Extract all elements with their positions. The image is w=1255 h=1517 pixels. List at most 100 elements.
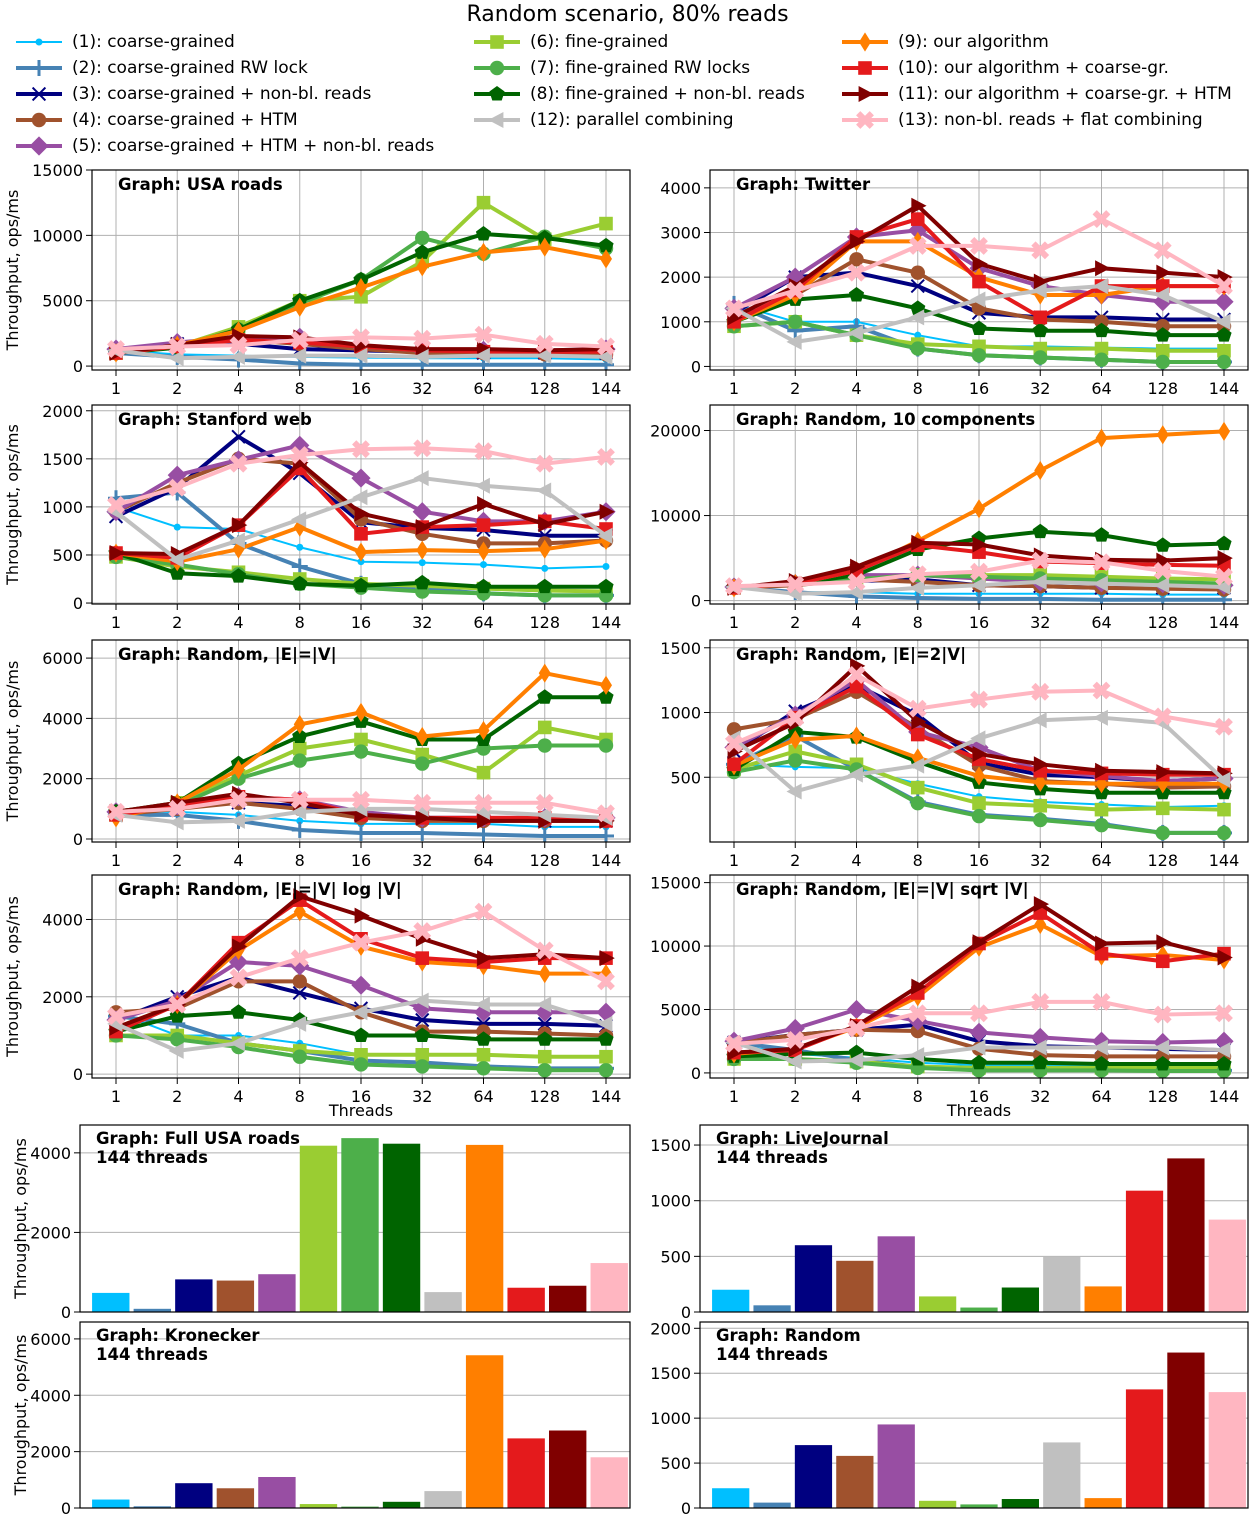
data-point-10 (910, 212, 925, 226)
data-point-8 (1032, 523, 1048, 539)
plot-frame (699, 1124, 1249, 1313)
y-tick-label: 2000 (650, 1319, 691, 1338)
data-point-12 (352, 347, 368, 364)
y-tick-label: 2000 (30, 1223, 71, 1242)
data-point-9 (1218, 421, 1230, 441)
data-point-12 (908, 1047, 925, 1064)
data-point-13 (413, 329, 432, 348)
data-point-12 (1031, 282, 1047, 299)
data-point-12 (290, 347, 307, 364)
x-tick-label: 64 (1091, 1087, 1111, 1106)
data-point-9 (538, 237, 551, 257)
data-point-12 (1092, 709, 1108, 726)
y-tick-label: 4000 (42, 709, 83, 728)
bar-11 (549, 1430, 587, 1508)
legend-swatch (16, 38, 62, 46)
data-point-12 (1092, 1039, 1108, 1056)
plot-frame (709, 169, 1249, 371)
data-point-12 (597, 527, 613, 544)
data-point-12 (1215, 771, 1231, 788)
data-point-13 (970, 690, 988, 709)
x-tick-label: 128 (529, 851, 560, 870)
data-point-12 (474, 477, 490, 494)
x-tick-label: 144 (1209, 613, 1240, 632)
data-point-6 (537, 720, 552, 735)
panel-title: Graph: Random, |E|=|V| log |V| (118, 880, 402, 900)
legend-swatch (842, 32, 888, 52)
data-point-13 (1153, 707, 1172, 726)
data-point-13 (725, 577, 743, 596)
data-point-9 (416, 726, 429, 747)
data-point-13 (1215, 277, 1233, 295)
data-point-13 (352, 790, 370, 809)
y-tick-label: 0 (61, 1499, 71, 1517)
data-point-7 (1033, 812, 1048, 828)
x-tick-label: 4 (851, 1087, 861, 1106)
data-point-12 (229, 812, 245, 829)
line-chart-panel: 0 5000 10000 15000 1 2 4 8 16 32 64 128 144 Graph: US… (3, 161, 631, 398)
data-point-5 (412, 998, 432, 1018)
y-tick-label: 15000 (32, 161, 83, 180)
x-tick-label: 144 (1209, 851, 1240, 870)
panel-title: Graph: LiveJournal (716, 1129, 889, 1148)
data-point-2 (909, 590, 926, 604)
data-point-13 (168, 995, 187, 1014)
data-point-13 (1092, 210, 1111, 229)
data-point-9 (293, 902, 306, 922)
legend-swatch (16, 60, 62, 76)
x-tick-label: 8 (295, 851, 305, 870)
line-chart-panel: 0 2000 4000 1 2 4 8 16 32 64 128 144 Graph: Random, … (3, 874, 631, 1120)
plot-frame (709, 404, 1249, 605)
data-point-7 (971, 348, 987, 363)
data-point-12 (847, 324, 863, 341)
data-point-13 (847, 666, 866, 684)
legend-swatch (16, 136, 62, 156)
data-point-6 (1155, 801, 1170, 816)
data-point-12 (290, 803, 307, 820)
data-point-5 (846, 999, 867, 1020)
y-tick-label: 2000 (42, 402, 83, 421)
data-point-8 (848, 287, 865, 302)
bar-12 (1043, 1256, 1081, 1312)
x-tick-label: 4 (233, 613, 243, 632)
data-point-13 (597, 337, 615, 356)
data-point-8 (1216, 535, 1232, 551)
y-tick-label: 10000 (650, 937, 701, 956)
legend-label: (1): coarse-grained (72, 32, 235, 52)
data-point-12 (970, 577, 986, 594)
y-tick-label: 5000 (42, 292, 83, 311)
data-point-11 (538, 516, 554, 533)
data-point-8 (414, 244, 430, 259)
line-chart-panel: 0 5000 10000 15000 1 2 4 8 16 32 64 128 144 Graph: Ra… (650, 874, 1249, 1120)
x-tick-label: 16 (351, 613, 371, 632)
data-point-9 (477, 720, 490, 741)
data-point-13 (1031, 241, 1050, 260)
x-tick-label: 32 (412, 379, 432, 398)
bar-3 (794, 1245, 833, 1312)
x-tick-label: 128 (529, 1087, 560, 1106)
data-point-12 (1153, 287, 1170, 303)
plot-frame (79, 1124, 631, 1313)
data-point-11 (972, 255, 988, 272)
x-tick-label: 2 (790, 613, 800, 632)
data-point-1 (173, 523, 181, 531)
x-tick-label: 32 (1030, 613, 1050, 632)
x-tick-label: 64 (473, 613, 493, 632)
line-chart-panel: 0 1000 2000 3000 4000 1 2 4 8 16 32 64 128 144 Graph: … (660, 169, 1249, 398)
data-point-13 (786, 708, 805, 727)
data-point-13 (168, 337, 187, 356)
legend-label: (7): fine-grained RW locks (530, 58, 751, 78)
x-tick-label: 2 (790, 851, 800, 870)
x-tick-label: 144 (591, 379, 622, 398)
data-point-13 (597, 804, 615, 823)
series-group (106, 888, 616, 1078)
data-point-12 (535, 482, 552, 499)
y-tick-label: 0 (691, 1064, 701, 1083)
data-point-7 (971, 808, 987, 824)
bar-7 (341, 1138, 379, 1312)
data-point-13 (413, 793, 432, 812)
data-point-6 (1094, 341, 1109, 356)
data-point-13 (413, 922, 432, 940)
data-point-9 (600, 964, 612, 984)
data-point-13 (229, 336, 248, 355)
